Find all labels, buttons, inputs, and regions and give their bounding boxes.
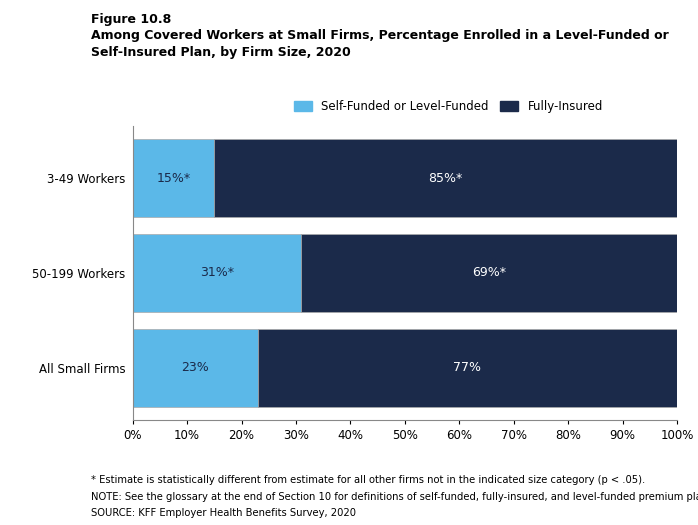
Text: 85%*: 85%* bbox=[429, 172, 463, 185]
Text: 69%*: 69%* bbox=[473, 267, 506, 279]
Text: SOURCE: KFF Employer Health Benefits Survey, 2020: SOURCE: KFF Employer Health Benefits Sur… bbox=[91, 508, 356, 518]
Text: 77%: 77% bbox=[454, 361, 482, 374]
Legend: Self-Funded or Level-Funded, Fully-Insured: Self-Funded or Level-Funded, Fully-Insur… bbox=[290, 97, 607, 117]
Bar bbox=[258, 329, 677, 407]
Bar bbox=[302, 234, 677, 312]
Text: * Estimate is statistically different from estimate for all other firms not in t: * Estimate is statistically different fr… bbox=[91, 475, 645, 485]
Text: NOTE: See the glossary at the end of Section 10 for definitions of self-funded, : NOTE: See the glossary at the end of Sec… bbox=[91, 492, 698, 502]
Bar bbox=[133, 139, 214, 217]
Text: 23%: 23% bbox=[181, 361, 209, 374]
Bar bbox=[133, 234, 302, 312]
Text: Self-Insured Plan, by Firm Size, 2020: Self-Insured Plan, by Firm Size, 2020 bbox=[91, 46, 350, 59]
Bar bbox=[133, 329, 258, 407]
Text: 15%*: 15%* bbox=[156, 172, 191, 185]
Bar bbox=[214, 139, 677, 217]
Text: 31%*: 31%* bbox=[200, 267, 234, 279]
Text: Figure 10.8: Figure 10.8 bbox=[91, 13, 171, 26]
Text: Among Covered Workers at Small Firms, Percentage Enrolled in a Level-Funded or: Among Covered Workers at Small Firms, Pe… bbox=[91, 29, 669, 42]
